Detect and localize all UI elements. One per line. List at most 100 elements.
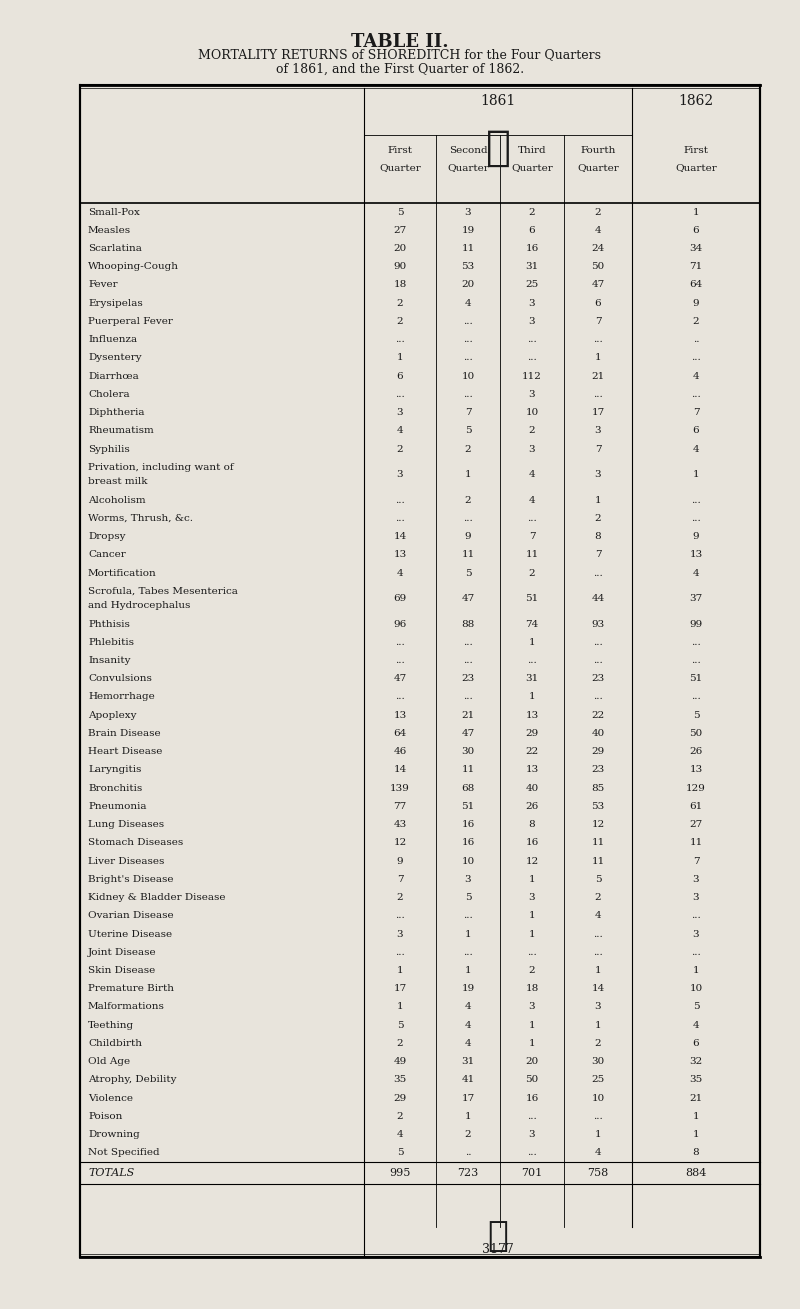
- Text: 4: 4: [693, 445, 699, 453]
- Text: 3: 3: [693, 893, 699, 902]
- Text: 49: 49: [394, 1058, 406, 1066]
- Text: Premature Birth: Premature Birth: [88, 984, 174, 994]
- Text: 68: 68: [462, 784, 474, 793]
- Text: 19: 19: [462, 984, 474, 994]
- Text: Puerperal Fever: Puerperal Fever: [88, 317, 173, 326]
- Text: 46: 46: [394, 747, 406, 757]
- Text: TABLE II.: TABLE II.: [351, 33, 449, 51]
- Text: ...: ...: [527, 1111, 537, 1121]
- Text: 10: 10: [526, 408, 538, 418]
- Text: 3: 3: [594, 427, 602, 436]
- Text: 16: 16: [526, 243, 538, 253]
- Text: Scarlatina: Scarlatina: [88, 243, 142, 253]
- Text: 1: 1: [529, 692, 535, 702]
- Text: 30: 30: [591, 1058, 605, 1066]
- Text: TOTALS: TOTALS: [88, 1168, 134, 1178]
- Text: 3: 3: [397, 929, 403, 939]
- Text: Alcoholism: Alcoholism: [88, 496, 146, 504]
- Text: 2: 2: [397, 1111, 403, 1121]
- Text: 17: 17: [591, 408, 605, 418]
- Text: 6: 6: [693, 427, 699, 436]
- Text: Diarrhœa: Diarrhœa: [88, 372, 138, 381]
- Text: 10: 10: [690, 984, 702, 994]
- Text: Quarter: Quarter: [577, 164, 619, 171]
- Text: ...: ...: [463, 390, 473, 399]
- Text: Mortification: Mortification: [88, 568, 157, 577]
- Text: 2: 2: [397, 1039, 403, 1049]
- Text: ...: ...: [593, 1111, 603, 1121]
- Text: ...: ...: [395, 692, 405, 702]
- Text: Teething: Teething: [88, 1021, 134, 1030]
- Text: 3: 3: [397, 470, 403, 479]
- Text: 93: 93: [591, 619, 605, 628]
- Text: 2: 2: [529, 208, 535, 216]
- Text: 3: 3: [465, 874, 471, 884]
- Text: 5: 5: [397, 1021, 403, 1030]
- Text: 74: 74: [526, 619, 538, 628]
- Text: Brain Disease: Brain Disease: [88, 729, 161, 738]
- Text: 40: 40: [591, 729, 605, 738]
- Text: ...: ...: [527, 948, 537, 957]
- Text: 25: 25: [526, 280, 538, 289]
- Text: Stomach Diseases: Stomach Diseases: [88, 838, 183, 847]
- Text: 4: 4: [594, 911, 602, 920]
- Text: 34: 34: [690, 243, 702, 253]
- Text: 4: 4: [529, 496, 535, 504]
- Text: ...: ...: [395, 911, 405, 920]
- Text: and Hydrocephalus: and Hydrocephalus: [88, 601, 190, 610]
- Text: 11: 11: [462, 243, 474, 253]
- Text: Cholera: Cholera: [88, 390, 130, 399]
- Text: Lung Diseases: Lung Diseases: [88, 821, 164, 829]
- Text: 23: 23: [591, 674, 605, 683]
- Text: 112: 112: [522, 372, 542, 381]
- Text: ...: ...: [527, 353, 537, 363]
- Text: 2: 2: [465, 445, 471, 453]
- Text: 7: 7: [397, 874, 403, 884]
- Text: 2: 2: [594, 1039, 602, 1049]
- Text: 21: 21: [462, 711, 474, 720]
- Text: 4: 4: [529, 470, 535, 479]
- Text: 99: 99: [690, 619, 702, 628]
- Text: 1: 1: [529, 929, 535, 939]
- Text: ...: ...: [463, 514, 473, 522]
- Text: Violence: Violence: [88, 1093, 133, 1102]
- Text: 7: 7: [529, 531, 535, 541]
- Text: ...: ...: [463, 692, 473, 702]
- Text: 1: 1: [693, 1111, 699, 1121]
- Text: Bright's Disease: Bright's Disease: [88, 874, 174, 884]
- Text: 2: 2: [465, 496, 471, 504]
- Text: 5: 5: [397, 208, 403, 216]
- Text: ...: ...: [463, 335, 473, 344]
- Text: ...: ...: [691, 911, 701, 920]
- Text: ...: ...: [463, 656, 473, 665]
- Text: 6: 6: [594, 298, 602, 308]
- Text: Dysentery: Dysentery: [88, 353, 142, 363]
- Text: Syphilis: Syphilis: [88, 445, 130, 453]
- Text: Measles: Measles: [88, 225, 131, 234]
- Text: 31: 31: [462, 1058, 474, 1066]
- Text: Worms, Thrush, &c.: Worms, Thrush, &c.: [88, 514, 193, 522]
- Text: 11: 11: [526, 550, 538, 559]
- Text: 4: 4: [465, 1003, 471, 1012]
- Text: ...: ...: [463, 353, 473, 363]
- Text: 51: 51: [526, 594, 538, 603]
- Text: 3: 3: [529, 317, 535, 326]
- Text: MORTALITY RETURNS of SHOREDITCH for the Four Quarters: MORTALITY RETURNS of SHOREDITCH for the …: [198, 48, 602, 62]
- Text: 11: 11: [591, 856, 605, 865]
- Text: 50: 50: [526, 1076, 538, 1084]
- Text: 12: 12: [394, 838, 406, 847]
- Text: 13: 13: [394, 550, 406, 559]
- Text: 31: 31: [526, 674, 538, 683]
- Text: 23: 23: [462, 674, 474, 683]
- Text: 23: 23: [591, 766, 605, 775]
- Text: ...: ...: [527, 1148, 537, 1157]
- Text: 16: 16: [526, 1093, 538, 1102]
- Text: Quarter: Quarter: [511, 164, 553, 171]
- Text: 21: 21: [690, 1093, 702, 1102]
- Text: Apoplexy: Apoplexy: [88, 711, 137, 720]
- Text: Influenza: Influenza: [88, 335, 137, 344]
- Text: 4: 4: [397, 1130, 403, 1139]
- Text: 4: 4: [465, 1039, 471, 1049]
- Text: 4: 4: [693, 568, 699, 577]
- Text: 71: 71: [690, 262, 702, 271]
